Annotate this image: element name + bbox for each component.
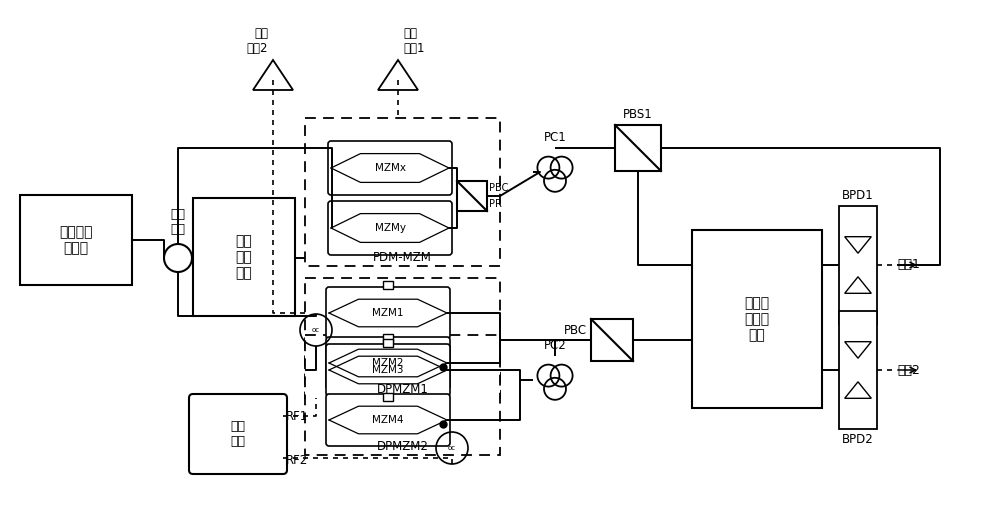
FancyBboxPatch shape [326,287,450,339]
Text: BPD2: BPD2 [842,433,874,446]
Bar [20,195,132,285]
Bar [383,339,393,347]
Text: PBC: PBC [564,324,587,336]
Text: oc: oc [448,445,456,451]
Text: 参考
信号: 参考 信号 [230,420,246,448]
Text: MZM2: MZM2 [372,358,404,368]
Text: MZMx: MZMx [374,163,406,173]
Text: 输出2: 输出2 [897,364,920,376]
Text: DPMZM1: DPMZM1 [377,383,428,396]
Text: PDM-MZM: PDM-MZM [373,251,432,264]
FancyBboxPatch shape [326,344,450,396]
Text: 接收
天线1: 接收 天线1 [403,27,424,55]
Bar [615,125,661,171]
Text: PR: PR [489,199,502,209]
Bar [383,334,393,342]
Bar [383,281,393,289]
Bar [591,319,633,361]
Text: DPMZM2: DPMZM2 [377,440,428,453]
Text: MZM4: MZM4 [372,415,404,425]
Text: PC1: PC1 [544,131,566,144]
FancyBboxPatch shape [328,201,452,255]
Text: 输出1: 输出1 [897,259,920,271]
Bar [839,311,877,429]
FancyBboxPatch shape [326,394,450,446]
FancyBboxPatch shape [326,337,450,389]
FancyBboxPatch shape [189,394,287,474]
Text: 光频梳产
生模块: 光频梳产 生模块 [59,225,93,255]
Text: 接收
天线2: 接收 天线2 [246,27,268,55]
Bar [383,393,393,401]
Text: PBS1: PBS1 [623,108,653,121]
Bar [305,335,500,455]
Bar [457,181,487,211]
Text: MZM1: MZM1 [372,308,404,318]
Text: 光梳
状滤
波器: 光梳 状滤 波器 [236,234,252,280]
Text: 可编程
光谱处
理器: 可编程 光谱处 理器 [744,296,770,342]
FancyBboxPatch shape [328,141,452,195]
Text: 光分
束器: 光分 束器 [170,208,186,236]
Text: RF2: RF2 [286,454,308,466]
Bar [839,206,877,324]
Text: MZMy: MZMy [374,223,406,233]
Bar [692,230,822,408]
Bar [305,118,500,266]
Text: MZM3: MZM3 [372,365,404,375]
Text: BPD1: BPD1 [842,189,874,202]
Bar [193,198,295,316]
Text: PBC: PBC [489,183,508,193]
Text: oc: oc [312,327,320,333]
Text: PC2: PC2 [544,339,566,352]
Bar [305,278,500,398]
Text: RF1: RF1 [286,410,308,422]
